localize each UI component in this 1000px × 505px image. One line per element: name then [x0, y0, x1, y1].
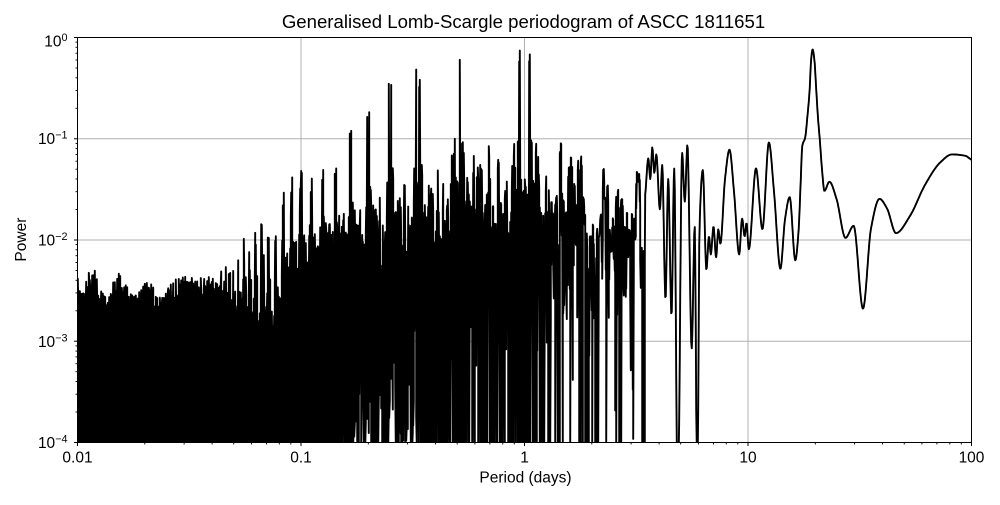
svg-text:10: 10 [739, 449, 757, 466]
svg-text:Period (days): Period (days) [479, 470, 571, 487]
svg-text:Generalised Lomb-Scargle perio: Generalised Lomb-Scargle periodogram of … [282, 11, 765, 32]
svg-text:100: 100 [959, 449, 985, 466]
svg-text:0.01: 0.01 [62, 449, 92, 466]
svg-text:0.1: 0.1 [290, 449, 312, 466]
svg-text:1: 1 [520, 449, 529, 466]
svg-text:Power: Power [13, 218, 30, 262]
